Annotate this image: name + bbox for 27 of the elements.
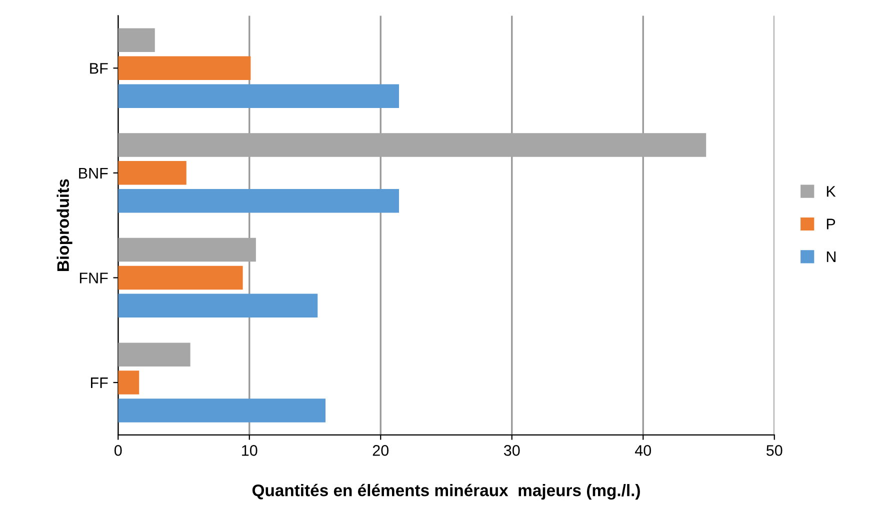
bar (118, 398, 326, 422)
x-tick-label: 10 (242, 445, 258, 456)
bar (118, 28, 155, 52)
x-tick-label: 0 (114, 445, 122, 456)
x-tick-label: 30 (504, 445, 520, 456)
bar (118, 294, 318, 318)
x-axis-title: Quantités en éléments minéraux majeurs (mg./l.) (252, 484, 640, 500)
y-tick-label: BF (90, 63, 108, 74)
bar (118, 370, 140, 394)
bar (118, 342, 190, 366)
bar (118, 84, 399, 108)
x-tick-label: 50 (766, 445, 782, 456)
bar (118, 56, 251, 80)
y-tick-label: BNF (79, 168, 108, 178)
y-axis-title: Bioproduits (56, 179, 72, 271)
x-tick-label: 40 (634, 445, 652, 456)
bar (118, 266, 243, 290)
bar (118, 133, 706, 157)
legend-label: P (826, 218, 836, 230)
bar (118, 161, 186, 185)
x-tick-label: 20 (372, 445, 389, 456)
bar (118, 188, 399, 213)
y-tick-label: FNF (80, 272, 108, 284)
bar (118, 238, 256, 262)
y-tick-label: FF (90, 378, 108, 388)
legend-label: N (826, 251, 836, 262)
legend-label: K (826, 186, 836, 197)
